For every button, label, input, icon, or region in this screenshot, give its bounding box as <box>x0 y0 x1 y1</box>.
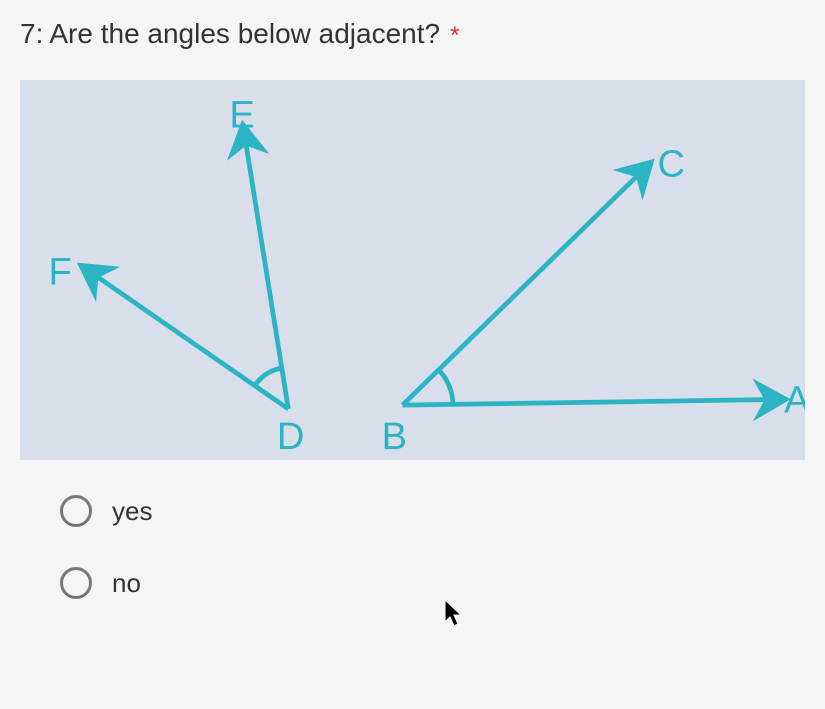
label-b: B <box>382 416 407 458</box>
option-no[interactable]: no <box>60 567 805 599</box>
angles-svg: F E D B A C <box>20 80 805 460</box>
question-number: 7: <box>20 18 43 50</box>
label-f: F <box>49 251 72 293</box>
label-d: D <box>277 416 304 458</box>
option-yes[interactable]: yes <box>60 495 805 527</box>
required-asterisk: * <box>450 22 459 50</box>
cursor-icon <box>445 600 467 628</box>
radio-no[interactable] <box>60 567 92 599</box>
diagram: F E D B A C <box>20 80 805 460</box>
options-group: yes no <box>20 495 805 599</box>
label-e: E <box>229 94 254 136</box>
radio-yes[interactable] <box>60 495 92 527</box>
option-no-label: no <box>112 568 141 599</box>
option-yes-label: yes <box>112 496 152 527</box>
question-text: Are the angles below adjacent? <box>49 18 440 50</box>
label-c: C <box>658 144 685 186</box>
question-header: 7: Are the angles below adjacent? * <box>20 18 805 50</box>
label-a: A <box>784 380 805 422</box>
